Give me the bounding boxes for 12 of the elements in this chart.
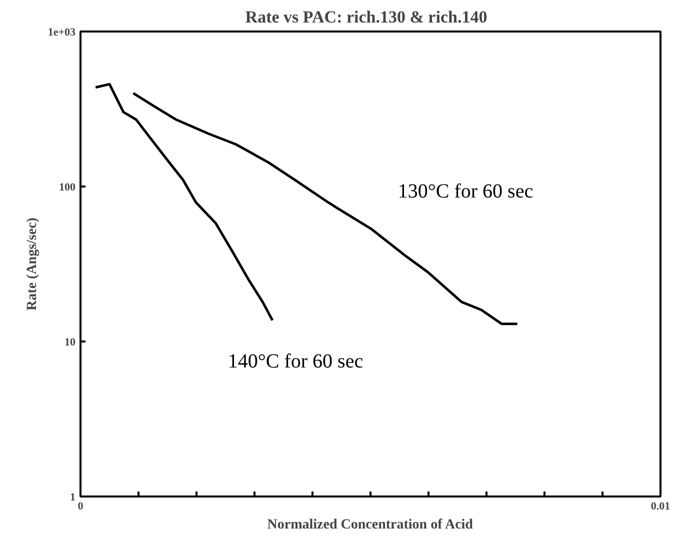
text: 140°C for 60 sec [228,350,364,372]
y-tick-label: 100 [59,182,76,194]
y-tick-label: 10 [64,336,76,348]
y-tick-label: 1 [70,492,76,504]
x-axis-title: Normalized Concentration of Acid [267,518,474,532]
y-tick-label: 1e+03 [48,26,76,38]
line-series [94,82,274,322]
chart-title: Rate vs PAC: rich.130 & rich.140 [245,8,488,26]
x-tick-label: 0.01 [650,500,670,512]
x-tick-label: 0 [78,500,84,512]
y-axis-title: Rate (Angs/sec) [24,217,40,310]
series-label: 130°C for 60 sec [398,180,534,202]
